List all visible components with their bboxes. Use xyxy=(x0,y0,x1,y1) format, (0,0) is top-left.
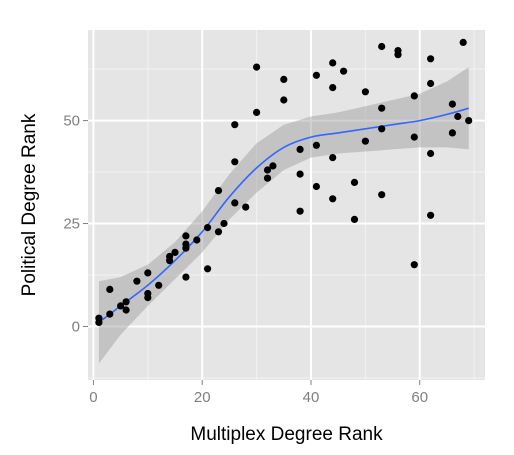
x-axis-title: Multiplex Degree Rank xyxy=(190,424,383,445)
data-point xyxy=(378,104,386,112)
data-point xyxy=(171,248,179,256)
data-point xyxy=(296,145,304,153)
data-point xyxy=(312,182,320,191)
data-point xyxy=(193,236,201,244)
data-point xyxy=(427,79,435,88)
data-point xyxy=(410,261,418,269)
data-point xyxy=(231,121,239,129)
confidence-band xyxy=(98,67,469,364)
x-axis-ticks: 0 20 40 60 xyxy=(89,380,428,406)
data-point xyxy=(296,170,304,178)
data-point xyxy=(106,285,114,293)
data-point xyxy=(144,269,152,277)
data-point xyxy=(329,59,337,67)
x-tick-label: 20 xyxy=(194,389,211,406)
data-point xyxy=(253,108,261,116)
data-point xyxy=(312,141,320,149)
data-point xyxy=(361,88,369,96)
data-point xyxy=(106,310,114,318)
data-point xyxy=(410,92,418,100)
y-tick-label: 50 xyxy=(63,113,80,130)
data-point xyxy=(361,137,369,145)
data-point xyxy=(214,228,223,236)
y-tick-label: 0 xyxy=(72,318,80,335)
data-point xyxy=(329,195,337,203)
data-point xyxy=(465,117,473,125)
data-point xyxy=(263,174,272,182)
data-point xyxy=(231,158,239,166)
data-point xyxy=(378,191,386,199)
data-point xyxy=(329,154,337,162)
data-point xyxy=(427,55,435,63)
data-point xyxy=(204,265,212,273)
data-point xyxy=(155,281,163,289)
y-tick-label: 25 xyxy=(63,216,80,233)
data-point xyxy=(133,277,141,285)
data-point xyxy=(427,149,435,158)
major-grid xyxy=(88,30,485,380)
data-point xyxy=(454,112,462,121)
data-point xyxy=(459,38,467,47)
data-point xyxy=(448,129,456,137)
data-point xyxy=(269,162,277,170)
data-point xyxy=(220,219,228,228)
data-point xyxy=(394,47,402,55)
data-point xyxy=(144,289,152,298)
data-point xyxy=(214,187,223,195)
data-point xyxy=(231,199,239,207)
data-point xyxy=(427,211,435,219)
data-point xyxy=(410,133,418,141)
data-point xyxy=(204,224,212,232)
x-tick-label: 0 xyxy=(89,389,97,406)
data-point xyxy=(296,207,304,215)
data-point xyxy=(329,84,337,92)
data-point xyxy=(280,75,288,83)
data-point xyxy=(350,178,359,186)
data-point xyxy=(378,42,386,51)
data-point xyxy=(312,71,320,79)
y-axis-title: Political Degree Rank xyxy=(19,113,40,296)
smooth-line xyxy=(98,107,469,324)
data-point xyxy=(122,298,130,306)
data-point xyxy=(378,125,386,133)
data-point xyxy=(280,96,288,104)
data-point xyxy=(448,100,456,108)
x-tick-label: 60 xyxy=(411,389,428,406)
data-point xyxy=(166,252,174,261)
y-axis-ticks: 0 25 50 xyxy=(63,113,88,335)
data-point xyxy=(253,63,261,71)
x-tick-label: 40 xyxy=(303,389,320,406)
data-point xyxy=(242,203,250,211)
data-point xyxy=(117,302,125,310)
data-point xyxy=(95,314,103,322)
data-points xyxy=(95,38,473,326)
data-point xyxy=(182,232,190,240)
data-point xyxy=(182,240,190,248)
data-point xyxy=(122,306,130,314)
data-point xyxy=(263,166,272,174)
data-point xyxy=(182,273,190,281)
data-point xyxy=(350,215,359,223)
data-point xyxy=(340,67,348,75)
